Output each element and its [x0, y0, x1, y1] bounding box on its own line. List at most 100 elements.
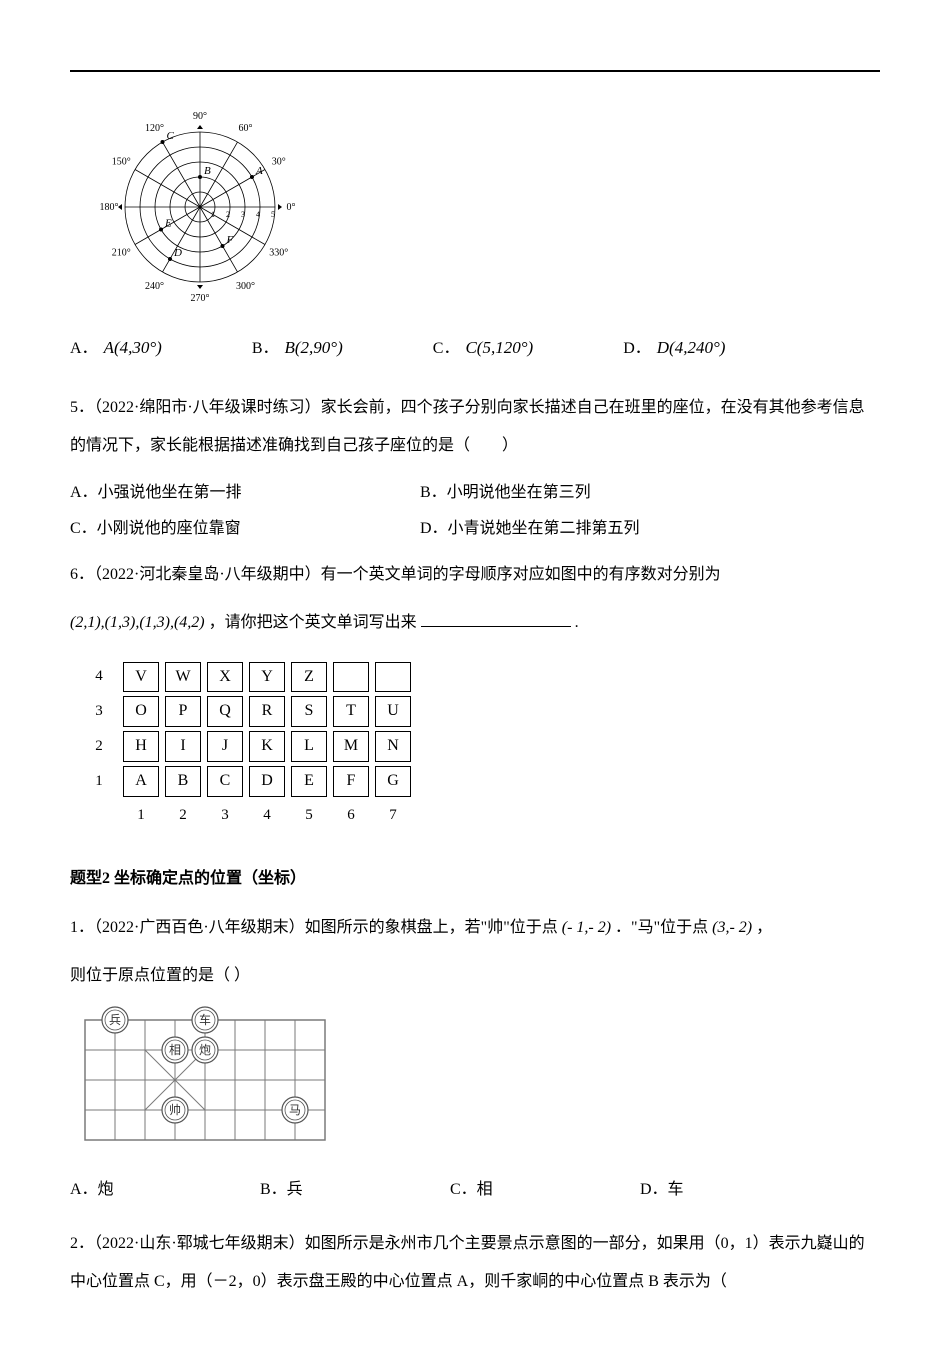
svg-text:30°: 30° — [272, 157, 286, 168]
s2q1-b: ．"马"位于点 — [615, 919, 708, 936]
grid-cell: Q — [207, 696, 243, 727]
q4-option-a: A． A(4,30°) — [70, 333, 162, 364]
col-label: 5 — [291, 801, 327, 831]
svg-text:炮: 炮 — [199, 1043, 211, 1057]
grid-cell: Z — [291, 662, 327, 693]
row-label: 2 — [81, 731, 117, 762]
q4-option-d: D． D(4,240°) — [623, 333, 725, 364]
grid-cell: W — [165, 662, 201, 693]
svg-text:0°: 0° — [287, 202, 296, 213]
col-label: 3 — [207, 801, 243, 831]
q5-stem: 5．（2022·绵阳市·八年级课时练习）家长会前，四个孩子分别向家长描述自己在班… — [70, 389, 880, 466]
grid-cell: H — [123, 731, 159, 762]
polar-diagram: 123450°30°60°90°120°150°180°210°240°270°… — [90, 92, 880, 323]
grid-cell: I — [165, 731, 201, 762]
row-label: 3 — [81, 696, 117, 727]
s2q1-pt2: (3,- 2) — [712, 919, 752, 936]
svg-text:330°: 330° — [269, 248, 288, 259]
polar-svg: 123450°30°60°90°120°150°180°210°240°270°… — [90, 92, 330, 312]
grid-cell: X — [207, 662, 243, 693]
option-math: D(4,240°) — [657, 333, 726, 364]
col-label: 1 — [123, 801, 159, 831]
grid-cell: P — [165, 696, 201, 727]
grid-cell: K — [249, 731, 285, 762]
q4-option-b: B． B(2,90°) — [252, 333, 343, 364]
svg-text:C: C — [167, 130, 175, 142]
q5-option-b: B．小明说他坐在第三列 — [420, 475, 591, 510]
option-math: A(4,30°) — [104, 333, 162, 364]
col-label: 7 — [375, 801, 411, 831]
letter-grid: 4VWXYZ3OPQRSTU2HIJKLMN1ABCDEFG1234567 — [75, 658, 880, 835]
q5-option-c: C．小刚说他的座位靠窗 — [70, 511, 420, 546]
option-math: C(5,120°) — [465, 333, 533, 364]
grid-cell: M — [333, 731, 369, 762]
svg-text:A: A — [255, 165, 263, 177]
q6-stem-2: (2,1),(1,3),(1,3),(4,2) ，请你把这个英文单词写出来 . — [70, 604, 880, 642]
chess-board: 兵 车相 炮帅 马 — [70, 1005, 880, 1166]
q6-stem-1: 6．（2022·河北秦皇岛·八年级期中）有一个英文单词的字母顺序对应如图中的有序… — [70, 556, 880, 594]
svg-text:120°: 120° — [145, 123, 164, 134]
svg-text:240°: 240° — [145, 281, 164, 292]
svg-text:相: 相 — [169, 1043, 181, 1057]
s2q1-options: A．炮 B．兵 C．相 D．车 — [70, 1176, 880, 1205]
svg-text:90°: 90° — [193, 111, 207, 122]
svg-text:D: D — [173, 247, 182, 259]
svg-text:4: 4 — [256, 210, 260, 219]
col-label: 2 — [165, 801, 201, 831]
svg-text:兵: 兵 — [109, 1013, 121, 1027]
col-label: 4 — [249, 801, 285, 831]
grid-cell: N — [375, 731, 411, 762]
svg-text:300°: 300° — [236, 281, 255, 292]
grid-cell: U — [375, 696, 411, 727]
grid-cell: V — [123, 662, 159, 693]
option-letter: B． — [252, 335, 279, 364]
q4-option-c: C． C(5,120°) — [433, 333, 533, 364]
grid-cell: B — [165, 766, 201, 797]
option-letter: C． — [433, 335, 460, 364]
s2q1-c: ， — [756, 919, 772, 936]
svg-text:270°: 270° — [191, 293, 210, 304]
grid-cell: S — [291, 696, 327, 727]
chess-svg: 兵 车相 炮帅 马 — [70, 1005, 340, 1155]
s2q2-stem: 2．（2022·山东·郓城七年级期末）如图所示是永州市几个主要景点示意图的一部分… — [70, 1225, 880, 1302]
grid-cell: O — [123, 696, 159, 727]
section2-title: 题型2 坐标确定点的位置（坐标） — [70, 865, 880, 894]
s2q1-option-d: D．车 — [640, 1176, 830, 1205]
s2q1-option-c: C．相 — [450, 1176, 640, 1205]
grid-cell: R — [249, 696, 285, 727]
svg-text:帅: 帅 — [169, 1103, 181, 1117]
grid-cell — [375, 662, 411, 693]
row-label: 1 — [81, 766, 117, 797]
grid-cell: D — [249, 766, 285, 797]
option-letter: A． — [70, 335, 98, 364]
grid-cell: Y — [249, 662, 285, 693]
svg-text:F: F — [226, 234, 234, 246]
svg-text:马: 马 — [289, 1103, 301, 1117]
grid-cell: F — [333, 766, 369, 797]
svg-text:3: 3 — [241, 210, 245, 219]
s2q1-option-b: B．兵 — [260, 1176, 450, 1205]
svg-text:180°: 180° — [100, 202, 119, 213]
grid-cell: A — [123, 766, 159, 797]
option-letter: D． — [623, 335, 651, 364]
letter-grid-table: 4VWXYZ3OPQRSTU2HIJKLMN1ABCDEFG1234567 — [75, 658, 417, 835]
s2q1-d: 则位于原点位置的是（ ） — [70, 957, 880, 995]
q4-options-row: A． A(4,30°) B． B(2,90°) C． C(5,120°) D． … — [70, 333, 880, 364]
grid-cell: E — [291, 766, 327, 797]
svg-text:210°: 210° — [112, 248, 131, 259]
svg-text:E: E — [164, 218, 172, 230]
option-math: B(2,90°) — [285, 333, 343, 364]
grid-cell — [333, 662, 369, 693]
s2q1-pt1: (- 1,- 2) — [562, 919, 611, 936]
grid-cell: G — [375, 766, 411, 797]
grid-cell: T — [333, 696, 369, 727]
svg-text:2: 2 — [226, 210, 230, 219]
q5-options: A．小强说他坐在第一排 B．小明说他坐在第三列 C．小刚说他的座位靠窗 D．小青… — [70, 475, 880, 545]
q6-suffix: ，请你把这个英文单词写出来 — [209, 614, 417, 631]
q6-period: . — [575, 614, 579, 631]
svg-text:B: B — [204, 165, 211, 177]
svg-text:车: 车 — [199, 1012, 211, 1027]
q6-pairs: (2,1),(1,3),(1,3),(4,2) — [70, 614, 205, 631]
grid-cell: J — [207, 731, 243, 762]
s2q1-a: 1．（2022·广西百色·八年级期末）如图所示的象棋盘上，若"帅"位于点 — [70, 919, 558, 936]
